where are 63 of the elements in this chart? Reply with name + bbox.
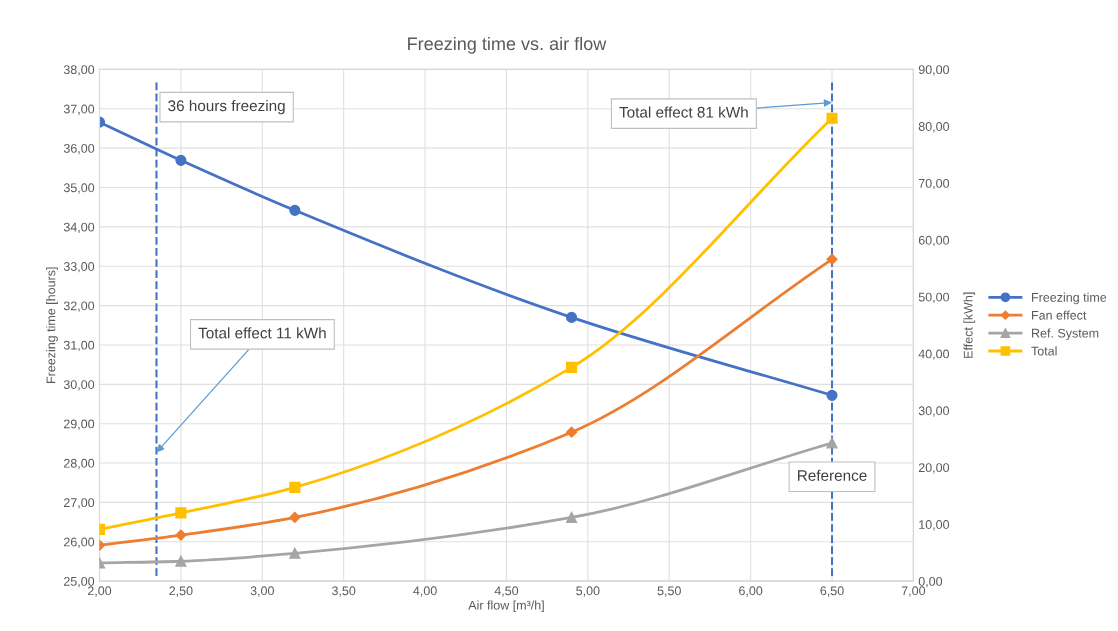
point	[289, 547, 301, 559]
y-tick-label: 38,00	[63, 65, 95, 76]
x-tick-label: 2,50	[169, 586, 193, 597]
y2-tick-label: 90,00	[918, 65, 950, 76]
x-tick-label: 6,00	[739, 586, 763, 597]
annotation: Total effect 11 kWh	[198, 327, 326, 339]
x-tick-label: 7,00	[901, 586, 926, 597]
point	[826, 112, 838, 124]
y2-tick-label: 30,00	[918, 406, 950, 417]
y-tick-label: 35,00	[63, 183, 95, 194]
y2-tick-label: 60,00	[918, 235, 950, 247]
y-tick-label: 30,00	[63, 380, 95, 391]
y-tick-label: 34,00	[63, 222, 95, 233]
point	[826, 437, 838, 449]
x-tick-label: 4,50	[494, 586, 519, 597]
y-tick-label: 32,00	[63, 301, 95, 312]
point	[289, 511, 301, 524]
annotation: Total effect 81 kWh	[619, 106, 748, 118]
point	[175, 529, 187, 541]
y2-axis-title: Effect [kWh]	[963, 292, 976, 358]
y2-tick-label: 10,00	[919, 520, 950, 531]
y2-tick-label: 50,00	[918, 292, 950, 303]
legend-label: Ref. System	[1032, 328, 1099, 341]
x-tick-label: 5,00	[576, 586, 600, 597]
point	[289, 204, 301, 216]
x-tick-label: 3,50	[331, 586, 356, 597]
y-tick-label: 36,00	[63, 143, 95, 155]
point	[826, 389, 838, 401]
point	[566, 511, 578, 524]
ref-line-label: 36 hours freezing	[168, 99, 285, 115]
ref-line-label: Reference	[798, 469, 867, 481]
legend-label: Freezing time	[1032, 292, 1107, 305]
point	[289, 481, 301, 493]
y2-tick-label: 80,00	[918, 122, 950, 133]
legend-label: Fan effect	[1032, 310, 1087, 320]
chart-title: Freezing time vs. air flow	[408, 36, 607, 54]
y-tick-label: 33,00	[63, 262, 95, 273]
legend-label: Total	[1031, 346, 1057, 356]
point	[566, 311, 578, 323]
y-tick-label: 27,00	[63, 498, 95, 509]
point	[826, 253, 838, 265]
y2-tick-label: 40,00	[918, 349, 950, 360]
x-axis-title: Air flow [m³/h]	[468, 600, 544, 613]
point	[565, 426, 578, 438]
point	[566, 361, 578, 373]
x-tick-label: 3,00	[250, 586, 274, 597]
x-tick-label: 6,50	[820, 586, 844, 597]
point	[175, 154, 187, 166]
y2-tick-label: 70,00	[918, 178, 950, 190]
y-axis-title: Freezing time [hours]	[46, 267, 58, 383]
x-tick-label: 4,00	[413, 586, 437, 597]
y-tick-label: 26,00	[63, 537, 95, 548]
x-tick-label: 5,50	[657, 586, 681, 597]
y-tick-label: 37,00	[63, 104, 95, 115]
y-tick-label: 25,00	[63, 576, 95, 588]
point	[175, 555, 187, 567]
y2-tick-label: 0,00	[918, 576, 943, 588]
point	[175, 507, 187, 519]
y-tick-label: 31,00	[63, 340, 95, 352]
y2-tick-label: 20,00	[918, 463, 950, 474]
x-tick-label: 2,00	[87, 586, 112, 597]
y-tick-label: 29,00	[63, 419, 95, 430]
y-tick-label: 28,00	[63, 458, 95, 470]
